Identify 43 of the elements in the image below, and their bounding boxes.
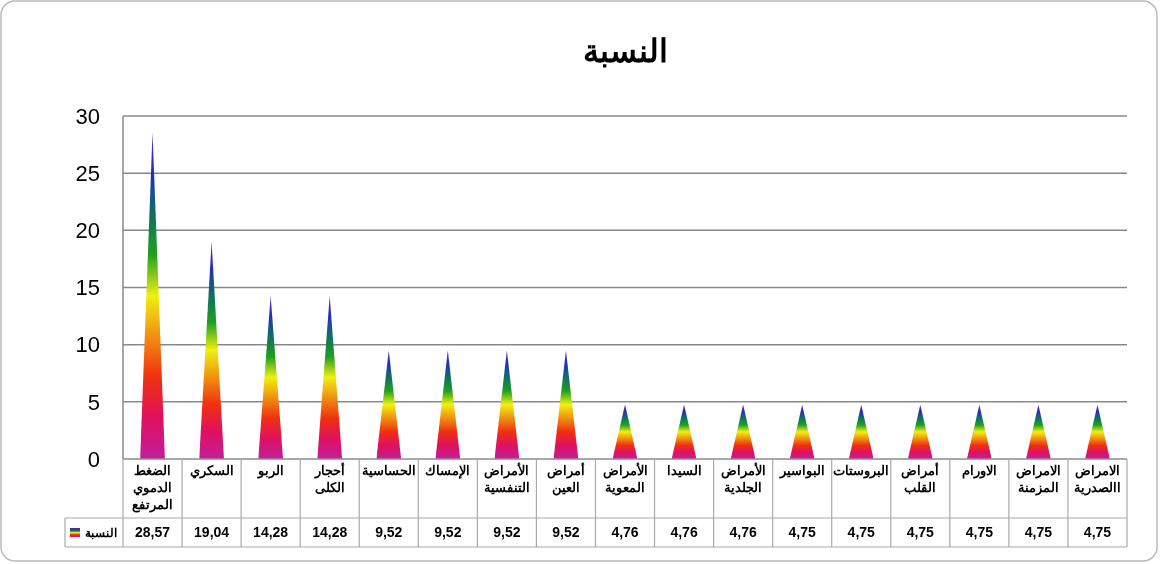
data-label: 9,52 <box>552 524 580 541</box>
x-tick-label: أمراض العين <box>546 462 585 496</box>
y-tick-label: 15 <box>75 275 100 301</box>
data-label: 14,28 <box>253 524 289 541</box>
data-label: 4,75 <box>788 524 817 541</box>
data-label: 28,57 <box>135 524 171 541</box>
y-tick-label: 20 <box>75 218 100 244</box>
chart-title: النسبة <box>582 33 668 69</box>
data-label: 9,52 <box>493 524 521 541</box>
x-tick-label: البروستات <box>833 464 890 479</box>
x-tick-label: السكري <box>189 464 234 479</box>
legend-label: النسبة <box>85 525 117 540</box>
x-tick-label: الربو <box>256 464 284 479</box>
data-label: 4,75 <box>965 524 994 541</box>
x-tick-label: البواسير <box>778 464 825 479</box>
data-label: 4,75 <box>1024 524 1053 541</box>
x-tick-label: الحساسية <box>361 464 416 478</box>
data-label: 9,52 <box>375 524 403 541</box>
data-label: 14,28 <box>312 524 348 541</box>
y-tick-label: 25 <box>75 160 100 186</box>
y-tick-label: 5 <box>87 389 100 415</box>
x-tick-label: الضغط الدموي المرتفع <box>132 464 174 513</box>
x-tick-label: السيدا <box>666 464 702 478</box>
y-tick-label: 30 <box>75 103 100 129</box>
data-label: 9,52 <box>434 524 462 541</box>
x-tick-label: الأمراض الجلدية <box>720 462 766 495</box>
data-label: 4,75 <box>906 524 935 541</box>
data-label: 4,76 <box>670 524 698 541</box>
x-tick-label: الاورام <box>961 464 997 479</box>
x-tick-label: أحجار الكلى <box>313 462 345 495</box>
x-tick-label: الأمراض المعوية <box>602 462 648 496</box>
x-tick-label: الإمساك <box>425 464 471 479</box>
x-tick-label: أمراض القلب <box>901 462 940 495</box>
data-label: 4,76 <box>729 524 757 541</box>
y-tick-label: 10 <box>75 332 100 358</box>
data-label: 4,75 <box>1083 524 1112 541</box>
y-tick-label: 0 <box>87 446 100 472</box>
x-tick-label: الامراض المزمنة <box>1015 464 1061 496</box>
x-tick-label: الامراض االصدرية <box>1073 464 1121 496</box>
x-tick-label: الأمراض التنفسية <box>483 462 530 495</box>
data-label: 4,76 <box>611 524 639 541</box>
data-label: 4,75 <box>847 524 876 541</box>
data-label: 19,04 <box>194 524 230 541</box>
